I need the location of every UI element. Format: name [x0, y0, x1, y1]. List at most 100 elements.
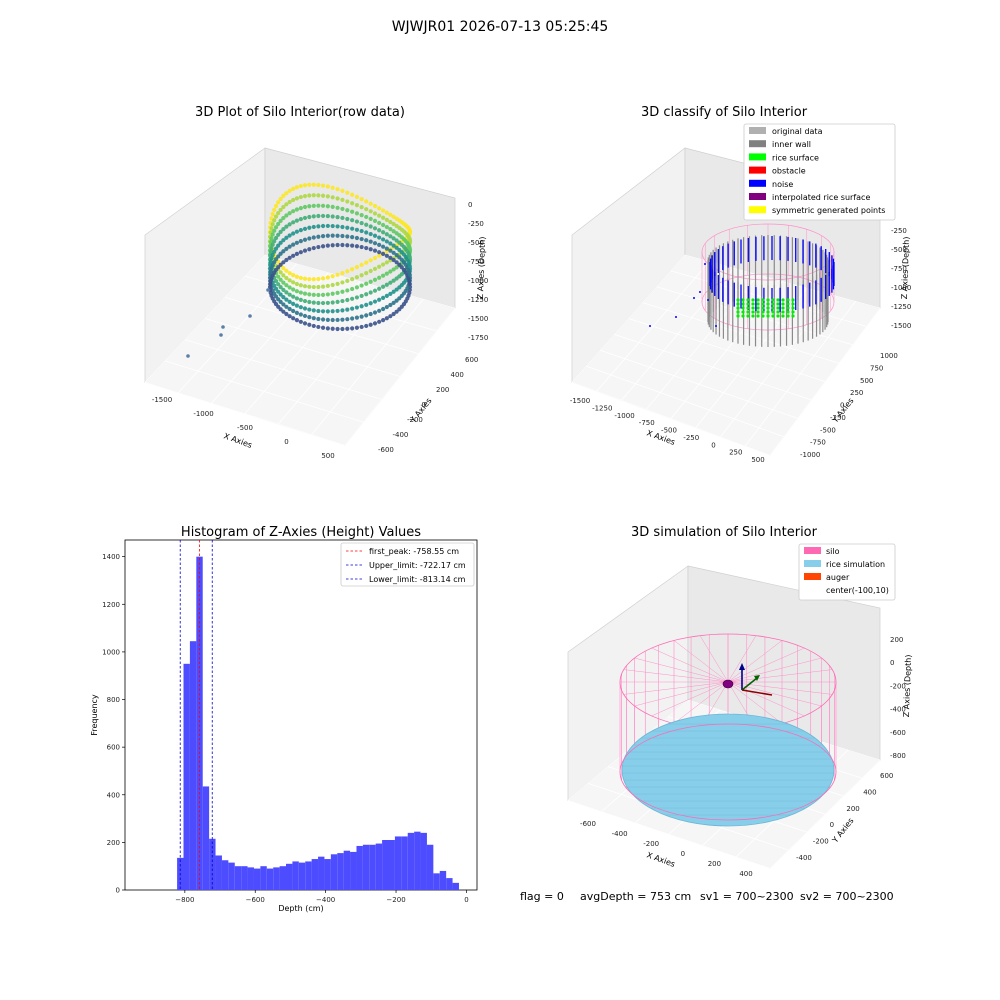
p1-point [281, 249, 286, 254]
p1-point [302, 183, 308, 188]
p1-point [350, 226, 355, 231]
silo-roof-spoke [699, 635, 729, 683]
p2-rice-surface-point [741, 314, 745, 318]
p1-point [311, 308, 316, 313]
p4-xtick-0: -600 [580, 820, 596, 828]
p1-point [384, 304, 389, 310]
histogram-bar [311, 859, 319, 890]
p1-point [284, 290, 289, 295]
panel-4-x-ticks: -600 -400 -200 0 200 400 [580, 820, 753, 878]
histogram-bars [177, 556, 459, 890]
p1-point [340, 317, 345, 322]
grid-line [656, 286, 853, 346]
p4-ztick-2: -200 [890, 682, 906, 690]
p1-point [364, 214, 369, 220]
p4-legend-label-3: center(-100,10) [826, 586, 889, 595]
p1-point [307, 247, 312, 252]
p1-point [350, 218, 355, 223]
p2-rice-surface-point [736, 298, 740, 302]
p1-point [273, 225, 279, 230]
p1-point [294, 207, 300, 212]
p1-point [364, 271, 369, 276]
p1-point [278, 196, 283, 202]
p1-point [330, 317, 335, 323]
p1-point [302, 298, 308, 304]
histogram-x-tick-2: −400 [316, 896, 335, 904]
p1-point [272, 249, 277, 254]
p1-ztick-7: -1750 [468, 334, 488, 342]
p1-point [325, 213, 330, 219]
p1-point [407, 264, 412, 269]
p1-point [377, 264, 382, 269]
grid-line [144, 381, 346, 446]
histogram-y-tick-5: 1000 [102, 648, 120, 656]
p1-point [320, 292, 326, 297]
p1-point [354, 275, 360, 280]
p2-rice-surface-point [776, 310, 780, 314]
silo-roof-spoke [651, 647, 729, 683]
p1-point [372, 248, 378, 253]
p1-point [278, 229, 283, 234]
p1-ytick-1: -400 [393, 431, 409, 439]
p1-point [391, 243, 396, 248]
p1-point [377, 206, 382, 211]
histogram-bar [318, 856, 325, 890]
p1-point [276, 289, 281, 294]
p1-point [368, 247, 373, 252]
p1-point [276, 274, 281, 279]
panel-1-x-label: X Axies [222, 431, 253, 450]
p1-point [384, 246, 389, 251]
histogram-y-tick-7: 1400 [102, 553, 120, 561]
p1-point [311, 193, 316, 198]
p4-xtick-3: 0 [681, 850, 685, 858]
p1-point [340, 308, 345, 313]
p1-point [368, 301, 373, 306]
p1-point [302, 215, 308, 221]
histogram-bar [215, 855, 222, 890]
p1-outlier-point [221, 325, 225, 329]
p1-point [291, 316, 296, 321]
p1-point [298, 228, 303, 233]
status-line: flag = 0 avgDepth = 753 cm sv1 = 700~230… [520, 890, 894, 903]
p1-point [335, 242, 340, 248]
p1-point [330, 185, 335, 190]
histogram-bar [401, 836, 408, 890]
p1-point [372, 241, 378, 246]
p1-point [270, 232, 275, 237]
p2-xtick-6: 0 [711, 441, 715, 449]
p1-point [273, 286, 279, 291]
p1-point [325, 317, 330, 322]
p1-point [298, 275, 303, 281]
histogram-bar [292, 861, 299, 890]
p4-ztick-1: 0 [890, 659, 894, 667]
p2-rice-surface-point [746, 298, 750, 302]
p1-point [350, 267, 355, 272]
p1-ytick-2: -200 [407, 416, 423, 424]
histogram-y-ticks: 0 200 400 600 800 1000 1200 1400 [102, 553, 125, 895]
p1-point [291, 308, 296, 314]
p4-ztick-5: -800 [890, 752, 906, 760]
p1-point [320, 276, 326, 281]
p1-point [294, 218, 300, 223]
figure-title: WJWJR01 2026-07-13 05:25:45 [392, 19, 609, 35]
p1-point [345, 199, 350, 204]
p2-legend-label-0: original data [772, 127, 823, 136]
p1-point [316, 324, 321, 330]
grid-line [184, 339, 382, 400]
p1-point [391, 221, 396, 227]
p1-point [359, 228, 364, 234]
grid-line [567, 799, 771, 869]
p1-point [287, 271, 292, 276]
p1-point [311, 277, 316, 282]
p1-point [302, 306, 308, 311]
p4-ytick-2: 0 [830, 821, 834, 829]
panel-1-points [186, 182, 413, 358]
p2-xtick-2: -1000 [614, 412, 634, 420]
p1-point [394, 309, 399, 314]
p1-point [391, 236, 396, 241]
p1-ztick-2: -500 [468, 239, 484, 247]
p4-legend-swatch-0 [804, 547, 821, 554]
p2-xtick-1: -1250 [592, 404, 612, 412]
silo-roof-spoke [727, 657, 822, 683]
p1-point [278, 292, 283, 297]
